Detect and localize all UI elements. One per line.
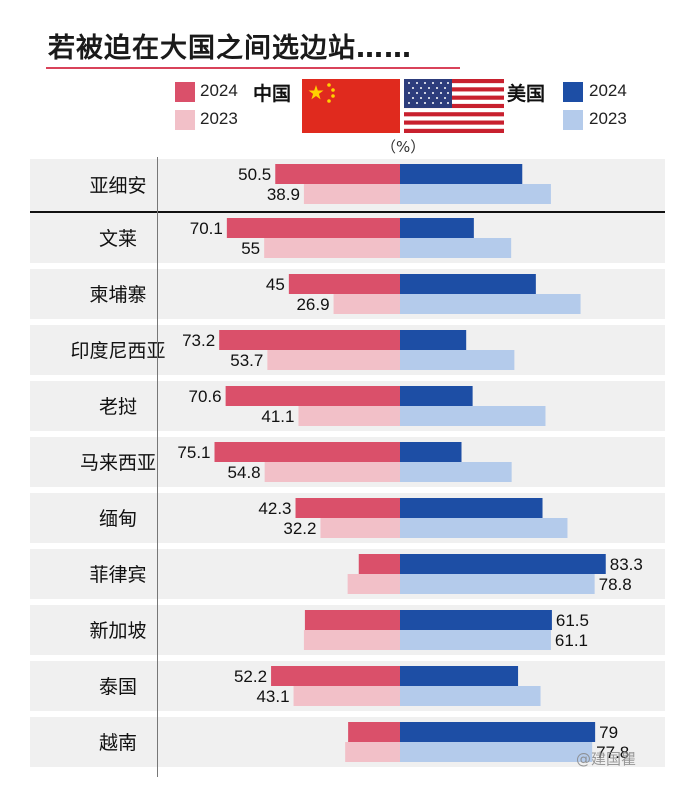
bar-us-2024 [400,554,606,574]
bar-us-2024 [400,274,536,294]
data-label-us-2023: 78.8 [599,575,632,594]
legend-swatch-china-2024 [175,82,195,102]
bar-us-2024 [400,386,473,406]
aggregate-separator [30,211,665,213]
title-underline [46,67,460,69]
bar-china-2024 [304,610,400,630]
bar-china-2024 [288,274,400,294]
legend-swatch-us-2023 [563,110,583,130]
category-label: 马来西亚 [80,452,156,474]
data-label-us-2023: 61.1 [555,631,588,650]
data-label-china-2024: 42.3 [258,499,291,518]
legend-label-china-2024: 2024 [200,81,238,100]
data-label-china-2023: 26.9 [296,295,329,314]
bar-china-2024 [358,554,400,574]
us-flag-icon [404,79,504,133]
data-label-china-2023: 38.9 [267,185,300,204]
legend-swatch-us-2024 [563,82,583,102]
bar-us-2023 [400,742,593,762]
bar-china-2024 [275,164,400,184]
unit-label: （%） [381,138,426,156]
bar-china-2024 [225,386,400,406]
bar-china-2024 [271,666,400,686]
bar-us-2024 [400,164,523,184]
data-label-china-2024: 50.5 [238,165,271,184]
bar-china-2023 [267,350,400,370]
category-label: 亚细安 [89,175,146,197]
bar-us-2023 [400,350,515,370]
bar-us-2023 [400,686,541,706]
chart-title: 若被迫在大国之间选边站…… [48,33,412,64]
data-label-china-2023: 53.7 [230,351,263,370]
bar-us-2023 [400,294,581,314]
data-label-china-2023: 41.1 [261,407,294,426]
legend-swatch-china-2023 [175,110,195,130]
bar-us-2024 [400,498,543,518]
category-label: 新加坡 [89,620,146,642]
bar-us-2023 [400,574,595,594]
bar-china-2024 [295,498,400,518]
legend-china-label: 中国 [253,83,292,105]
china-flag-icon [302,79,400,133]
bar-china-2023 [303,184,400,204]
watermark: @建国瞿 [576,750,637,768]
legend-label-us-2023: 2023 [589,109,627,128]
data-label-us-2023: 77.8 [596,743,629,762]
bar-us-2024 [400,610,552,630]
bar-china-2023 [320,518,400,538]
category-label: 缅甸 [99,508,137,530]
category-label: 越南 [99,732,137,754]
bar-us-2023 [400,462,512,482]
bar-china-2023 [264,462,400,482]
data-label-china-2024: 45 [266,275,285,294]
bar-us-2023 [400,184,551,204]
data-label-us-2024: 79 [599,723,618,742]
data-label-us-2024: 83.3 [610,555,643,574]
category-label: 菲律宾 [89,564,146,586]
data-label-us-2024: 61.5 [556,611,589,630]
bar-us-2023 [400,406,546,426]
bar-us-2024 [400,218,474,238]
bar-china-2024 [226,218,400,238]
bar-us-2023 [400,630,551,650]
bar-us-2024 [400,722,596,742]
bar-china-2023 [303,630,400,650]
legend-us-label: 美国 [507,83,546,105]
bar-china-2023 [293,686,400,706]
data-label-china-2024: 52.2 [234,667,267,686]
bar-china-2023 [333,294,400,314]
category-label: 泰国 [99,676,137,698]
bar-us-2024 [400,442,462,462]
data-label-china-2023: 54.8 [228,463,261,482]
data-label-china-2024: 70.1 [190,219,223,238]
label-column-divider [157,157,158,777]
data-label-china-2024: 75.1 [177,443,210,462]
bar-us-2024 [400,666,519,686]
bar-us-2023 [400,238,512,258]
legend-label-china-2023: 2023 [200,109,238,128]
bar-china-2023 [347,574,400,594]
category-label: 柬埔寨 [89,284,146,306]
bar-us-2024 [400,330,467,350]
data-label-china-2024: 70.6 [189,387,222,406]
data-label-china-2023: 32.2 [283,519,316,538]
category-label: 印度尼西亚 [70,340,165,362]
bar-china-2023 [345,742,400,762]
category-label: 老挝 [99,396,137,418]
bar-us-2023 [400,518,568,538]
bar-china-2023 [264,238,400,258]
data-label-china-2023: 43.1 [256,687,289,706]
legend-label-us-2024: 2024 [589,81,627,100]
bar-china-2024 [219,330,400,350]
bar-china-2024 [348,722,400,742]
category-label: 文莱 [99,228,137,250]
bar-china-2024 [214,442,400,462]
bar-china-2023 [298,406,400,426]
data-label-china-2024: 73.2 [182,331,215,350]
data-label-china-2023: 55 [241,239,260,258]
